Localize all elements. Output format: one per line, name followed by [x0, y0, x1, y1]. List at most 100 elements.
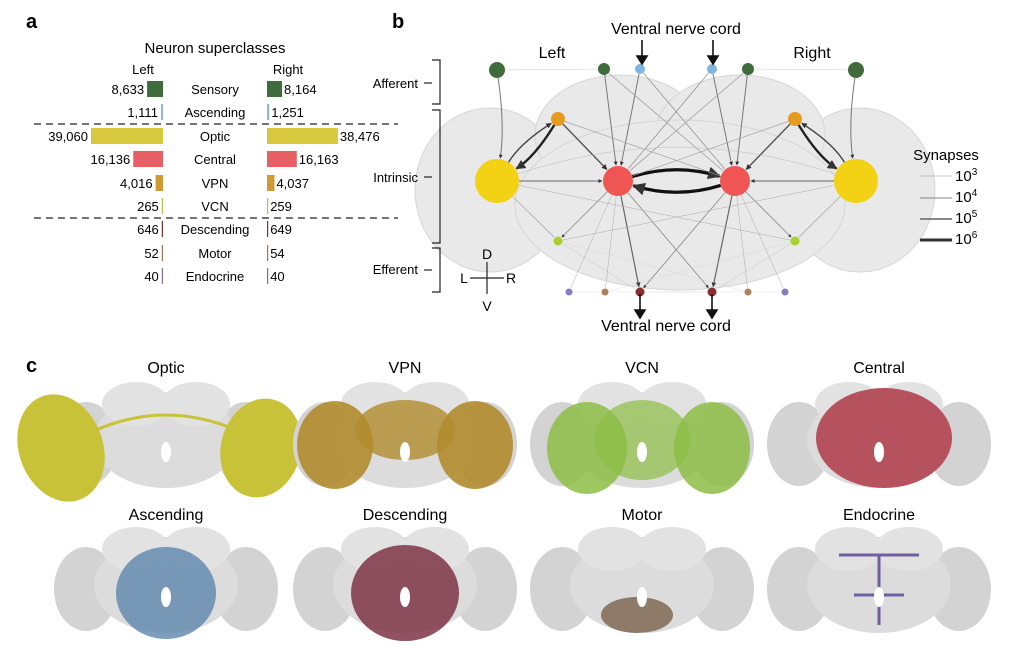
edge-vpn-r-to-optic-r — [797, 124, 838, 170]
edge-sens-cl-to-central-l — [604, 74, 618, 166]
legend-entry-1e3: 103 — [955, 167, 978, 185]
right-value-descending: 649 — [270, 222, 292, 237]
bar-left-ascending — [160, 104, 163, 120]
edge-central-r-to-vcn-r — [745, 191, 792, 238]
afferent-label: Afferent — [373, 76, 419, 91]
brain-vcn — [530, 382, 754, 494]
category-label-ascending: Ascending — [185, 105, 246, 120]
edge-central-r-to-desc-r — [711, 195, 733, 288]
left-value-vpn: 4,016 — [120, 176, 153, 191]
brain-optic — [17, 382, 302, 502]
bar-left-central — [133, 151, 163, 167]
vnc-bottom-label: Ventral nerve cord — [601, 318, 731, 335]
edge-sens-cr-to-central-l — [629, 72, 744, 171]
edge-vpn-r-to-central-l — [633, 121, 789, 176]
node-endo-r — [781, 288, 789, 296]
bar-right-optic — [267, 128, 338, 144]
category-label-vpn: VPN — [202, 176, 229, 191]
panel-b-label: b — [392, 11, 404, 33]
bar-left-motor — [161, 245, 163, 261]
panel-a-title: Neuron superclasses — [145, 40, 286, 57]
node-desc-l — [635, 287, 645, 297]
orientation-compass: D V L R — [460, 246, 516, 314]
brain-vpn — [293, 382, 517, 489]
brain-renderings: Optic VPN VCN Central Ascending Descending Mot… — [17, 360, 991, 641]
edge-central-l-to-endo-l — [570, 194, 613, 288]
node-vcn-l — [553, 236, 563, 246]
edge-vcn-l-to-desc-l — [561, 243, 636, 290]
left-value-vcn: 265 — [137, 199, 159, 214]
edge-vpn-r-to-central-r — [745, 123, 791, 170]
edge-vcn-r-to-optic-l — [519, 185, 791, 241]
bar-left-descending — [161, 221, 163, 237]
edge-optic-l-to-vcn-l — [512, 196, 555, 238]
edge-sens-r-to-sens-cr — [754, 68, 849, 71]
node-optic-l — [475, 159, 519, 203]
edge-optic-r-to-vcn-r — [798, 196, 841, 238]
brain-label-motor: Motor — [622, 507, 664, 524]
bar-right-sensory — [267, 81, 283, 97]
svg-text:Synapses: Synapses — [913, 147, 979, 164]
edge-asc-r-to-central-r — [712, 73, 734, 166]
edge-optic-l-to-vpn-l — [507, 122, 552, 163]
brain-label-vcn: VCN — [625, 360, 659, 377]
right-value-optic: 38,476 — [340, 129, 380, 144]
svg-text:D: D — [482, 246, 492, 262]
category-label-optic: Optic — [200, 129, 231, 144]
edge-central-l-to-desc-r — [627, 192, 709, 289]
intrinsic-label: Intrinsic — [373, 170, 418, 185]
right-value-central: 16,163 — [299, 152, 339, 167]
bar-left-endocrine — [161, 268, 163, 284]
node-sens-cr — [742, 63, 754, 75]
right-value-endocrine: 40 — [270, 269, 284, 284]
node-vpn-l — [551, 112, 565, 126]
category-brackets — [424, 59, 441, 293]
category-label-motor: Motor — [198, 246, 232, 261]
edge-central-r-to-motor-r — [736, 195, 748, 288]
node-optic-r — [834, 159, 878, 203]
svg-text:R: R — [506, 270, 516, 286]
right-value-sensory: 8,164 — [284, 82, 317, 97]
panel-c-label: c — [26, 355, 37, 377]
edge-central-l-to-vcn-l — [561, 191, 608, 238]
bar-right-central — [267, 151, 297, 167]
brain-central — [767, 382, 991, 488]
brain-label-descending: Descending — [363, 507, 448, 524]
right-header: Right — [273, 62, 304, 77]
node-central-l — [603, 166, 633, 196]
category-label-vcn: VCN — [201, 199, 228, 214]
node-vpn-r — [788, 112, 802, 126]
brain-label-ascending: Ascending — [129, 507, 204, 524]
node-motor-l — [601, 288, 609, 296]
node-asc-l — [635, 64, 645, 74]
left-value-motor: 52 — [144, 246, 158, 261]
bar-right-descending — [267, 221, 269, 237]
svg-text:V: V — [482, 298, 492, 314]
vnc-arrows — [633, 40, 720, 320]
node-central-r — [720, 166, 750, 196]
svg-text:L: L — [460, 270, 468, 286]
node-endo-l — [565, 288, 573, 296]
left-value-ascending: 1,111 — [127, 105, 158, 120]
category-label-descending: Descending — [181, 222, 250, 237]
edge-central-l-to-central-r — [631, 166, 721, 180]
right-side-label: Right — [793, 45, 831, 62]
node-sens-cl — [598, 63, 610, 75]
neuron-nodes — [475, 62, 878, 297]
legend-entry-1e6: 106 — [955, 230, 978, 248]
bar-right-vcn — [267, 198, 269, 214]
bar-left-vpn — [155, 175, 163, 191]
bar-right-ascending — [267, 104, 270, 120]
bar-left-optic — [91, 128, 163, 144]
vnc-top-label: Ventral nerve cord — [611, 21, 741, 38]
edge-vcn-l-to-optic-r — [562, 185, 834, 241]
edge-central-r-to-central-l — [632, 182, 722, 196]
node-asc-r — [707, 64, 717, 74]
bar-chart: Sensory 8,633 8,164 Ascending 1,111 1,251 Opti… — [34, 81, 398, 284]
brain-label-central: Central — [853, 360, 905, 377]
edge-vpn-l-to-central-r — [564, 121, 720, 176]
brain-label-endocrine: Endocrine — [843, 507, 915, 524]
